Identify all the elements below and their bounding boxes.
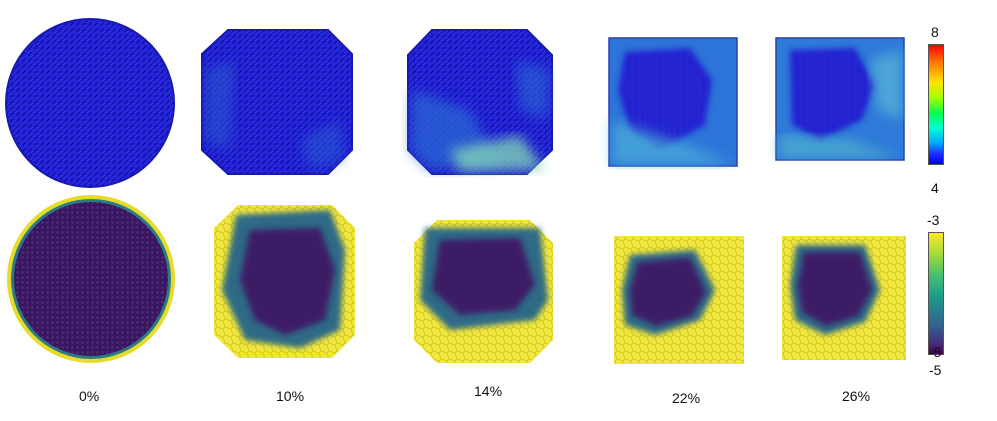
colorbar-bottom bbox=[928, 232, 944, 355]
colorbar-bottom-min-label: -5 bbox=[929, 344, 942, 360]
strain-label: 14% bbox=[474, 383, 503, 399]
panel-top-0 bbox=[5, 18, 175, 188]
panel-bottom-26 bbox=[782, 236, 906, 360]
strain-label: 0% bbox=[79, 388, 100, 404]
strain-label: 26% bbox=[842, 388, 871, 404]
panel-top-10 bbox=[201, 29, 353, 175]
panel-top-22 bbox=[608, 37, 738, 167]
panel-bottom-22 bbox=[614, 236, 744, 364]
colorbar-top bbox=[928, 44, 944, 165]
panel-top-14 bbox=[407, 29, 553, 175]
simulation-panels bbox=[5, 18, 906, 364]
strain-label: 22% bbox=[672, 390, 701, 406]
colorbar-bottom-max-label: -3 bbox=[927, 212, 940, 228]
colorbar-top-min-label: 4 bbox=[931, 180, 939, 196]
panel-bottom-0 bbox=[7, 195, 175, 363]
colorbar-bottom-min-label-secondary: -5 bbox=[929, 362, 942, 378]
panel-top-26 bbox=[775, 37, 905, 161]
strain-label: 10% bbox=[276, 388, 305, 404]
panel-bottom-10 bbox=[214, 205, 355, 358]
panel-bottom-14 bbox=[414, 220, 553, 363]
colorbar-top-max-label: 8 bbox=[931, 24, 939, 40]
